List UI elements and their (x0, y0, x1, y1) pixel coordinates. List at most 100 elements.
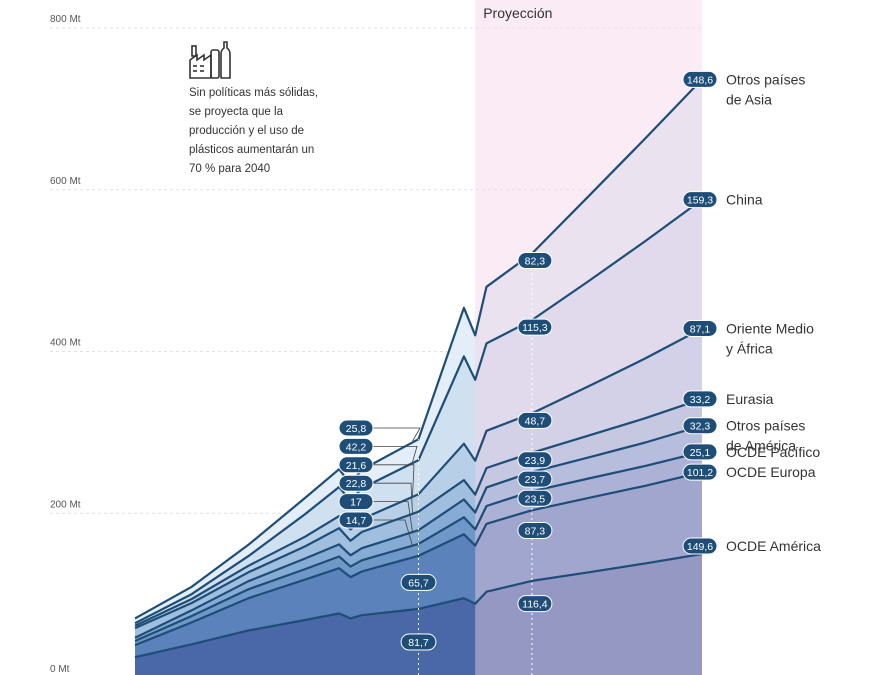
series-label-8-line1: Otros países (726, 71, 805, 87)
annotation-note: Sin políticas más sólidas, se proyecta q… (189, 87, 319, 175)
badge-2040-7: 148,6 (682, 70, 718, 88)
badge-2040-6-bg (682, 191, 718, 209)
badge-2015-7-text: 25,8 (346, 423, 367, 435)
badge-2040-3: 32,3 (682, 417, 718, 435)
badge-2015-3-text: 17 (350, 497, 362, 509)
badge-2015-7: 25,8 (338, 419, 374, 437)
badge-2025-5-text: 48,7 (525, 415, 546, 427)
badge-2040-2-text: 25,1 (690, 447, 711, 459)
y-tick-label: 400 Mt (50, 338, 81, 349)
badge-2025-3: 23,7 (517, 470, 553, 488)
badge-2025-1: 87,3 (517, 521, 553, 539)
badge-2015-1-text: 65,7 (408, 577, 429, 589)
badge-2025-7: 82,3 (517, 252, 553, 270)
badge-2025-3-bg (517, 470, 553, 488)
badge-2040-0: 149,6 (682, 537, 718, 555)
badge-2015-5: 21,6 (338, 456, 374, 474)
badge-2040-2: 25,1 (682, 443, 718, 461)
leader-line-5 (370, 464, 415, 497)
badge-2025-4: 23,9 (517, 451, 553, 469)
badge-2025-7-bg (517, 252, 553, 270)
badge-2015-4-text: 22,8 (346, 478, 367, 490)
y-tick-label: 0 Mt (50, 664, 70, 675)
badge-2040-7-text: 148,6 (687, 74, 713, 86)
leader-line-4 (370, 482, 413, 514)
badge-2025-1-text: 87,3 (525, 525, 546, 537)
badge-2015-2: 14,7 (338, 511, 374, 529)
badge-2040-5-text: 87,1 (690, 323, 711, 335)
badge-2025-4-bg (517, 451, 553, 469)
projection-band: Proyección (475, 0, 702, 675)
badge-2040-0-text: 149,6 (687, 541, 713, 553)
badge-2025-7-text: 82,3 (525, 256, 546, 268)
badge-2015-0-text: 81,7 (408, 637, 429, 649)
badge-2040-7-bg (682, 70, 718, 88)
badge-2015-0-bg (400, 633, 437, 651)
badge-2025-3-text: 23,7 (525, 474, 546, 486)
value-badges: 81,7 65,7 14,7 17 22,8 21,6 42,2 25,8 116,4 87,3 2… (338, 70, 718, 651)
series-label-5: Eurasia (726, 391, 774, 407)
badge-2015-5-bg (338, 456, 374, 474)
badge-2040-1: 101,2 (682, 463, 718, 481)
series-label-7: China (726, 192, 763, 208)
badge-2040-4-text: 33,2 (690, 394, 711, 406)
badge-2025-5: 48,7 (517, 411, 553, 429)
badge-2015-3-bg (338, 493, 374, 511)
badge-2040-2-bg (682, 443, 718, 461)
badge-2025-4-text: 23,9 (525, 455, 546, 467)
badge-2040-4-bg (682, 390, 718, 408)
badge-2040-5: 87,1 (682, 319, 718, 337)
y-tick-label: 200 Mt (50, 499, 81, 510)
badge-2040-6: 159,3 (682, 191, 718, 209)
badge-2015-1-bg (400, 573, 437, 591)
badge-2025-0-bg (517, 595, 553, 613)
series-label-3: OCDE Pacífico (726, 444, 820, 460)
badge-2015-6: 42,2 (338, 437, 374, 455)
factory-icon (189, 41, 231, 79)
series-label-6-line1: Oriente Medio (726, 320, 814, 336)
badge-2015-3: 17 (338, 493, 374, 511)
leader-line-3 (370, 501, 413, 533)
leader-line-7 (370, 427, 421, 442)
badge-2015-7-bg (338, 419, 374, 437)
series-line-5 (134, 397, 703, 630)
series-label-6-line2: y África (726, 340, 773, 356)
leader-line-6 (370, 445, 418, 463)
y-tick-label: 600 Mt (50, 176, 81, 187)
badge-2015-5-text: 21,6 (346, 460, 367, 472)
series-line-4 (134, 424, 703, 639)
series-line-2 (134, 471, 703, 647)
series-label-4-line2: de América (726, 438, 796, 454)
badge-2040-1-text: 101,2 (687, 467, 713, 479)
projection-band-rect (475, 0, 702, 675)
badge-2015-6-bg (338, 437, 374, 455)
series-label-1: OCDE América (726, 538, 821, 554)
badge-2015-2-bg (338, 511, 374, 529)
badge-2025-1-bg (517, 521, 553, 539)
leader-line-2 (370, 519, 413, 547)
badge-2015-0: 81,7 (400, 633, 437, 651)
badge-2025-6: 115,3 (517, 318, 553, 336)
badge-2025-5-bg (517, 411, 553, 429)
badge-2015-1: 65,7 (400, 573, 437, 591)
badge-2015-2-text: 14,7 (346, 515, 367, 527)
series-label-8-line2: de Asia (726, 91, 772, 107)
badge-2040-4: 33,2 (682, 390, 718, 408)
badge-2040-1-bg (682, 463, 718, 481)
badge-2025-2-bg (517, 489, 553, 507)
badge-2025-2-text: 23,5 (525, 493, 546, 505)
badge-2040-5-bg (682, 319, 718, 337)
badge-2015-6-text: 42,2 (346, 441, 367, 453)
badge-2025-6-text: 115,3 (522, 322, 548, 334)
series-line-8 (134, 78, 703, 620)
badge-2025-0-text: 116,4 (522, 599, 548, 611)
series-labels: OCDE América OCDE Europa OCDE Pacífico Otro… (726, 71, 821, 554)
badge-2025-2: 23,5 (517, 489, 553, 507)
series-label-2: OCDE Europa (726, 464, 816, 480)
series-line-7 (134, 198, 703, 625)
y-tick-label: 800 Mt (50, 14, 81, 25)
badge-2015-4: 22,8 (338, 474, 374, 492)
badge-2040-0-bg (682, 537, 718, 555)
badge-2015-4-bg (338, 474, 374, 492)
